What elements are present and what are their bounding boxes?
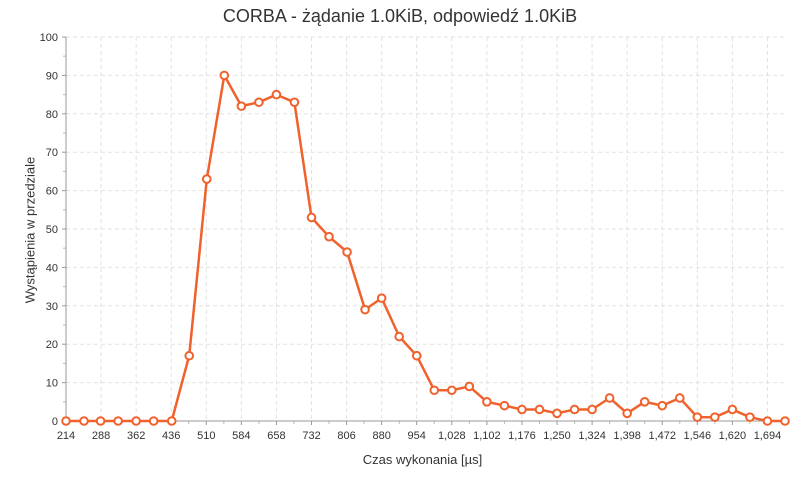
x-tick-label: 1,546 (684, 430, 712, 442)
x-tick-label: 1,694 (754, 430, 782, 442)
data-point (254, 97, 264, 108)
y-tick-label: 30 (46, 301, 58, 313)
y-tick-label: 50 (46, 224, 58, 236)
y-tick-label: 90 (46, 70, 58, 82)
data-point (61, 416, 71, 426)
data-point (95, 416, 106, 426)
x-tick-label: 584 (232, 430, 250, 442)
y-tick-label: 20 (46, 339, 58, 351)
data-point (236, 101, 247, 111)
data-point (727, 404, 738, 415)
data-point (604, 393, 615, 403)
series-line (64, 74, 787, 423)
data-point (745, 412, 755, 422)
data-point (447, 385, 457, 396)
x-tick-label: 880 (372, 430, 390, 442)
x-tick-label: 1,176 (508, 430, 536, 442)
y-tick-label: 60 (46, 186, 58, 198)
axes: 0 10 20 30 40 50 60 70 80 90 100 214 288 362 436 510 584… (40, 32, 786, 442)
x-tick-label: 362 (127, 430, 145, 442)
data-point (113, 416, 123, 426)
x-tick-label: 288 (92, 430, 110, 442)
x-tick-label: 1,028 (438, 430, 466, 442)
data-point (148, 416, 159, 426)
data-point (411, 350, 422, 361)
data-series (61, 70, 790, 426)
data-point (482, 397, 492, 407)
data-point (219, 70, 230, 81)
data-point (394, 331, 404, 342)
data-point (342, 247, 352, 257)
chart-title: CORBA - żądanie 1.0KiB, odpowiedź 1.0KiB (222, 6, 578, 26)
x-tick-label: 806 (337, 430, 355, 442)
data-point (306, 212, 317, 223)
data-point (324, 231, 334, 242)
data-point (289, 97, 300, 108)
data-point (569, 404, 580, 415)
data-point (639, 397, 650, 407)
x-tick-label: 1,398 (613, 430, 641, 442)
x-tick-label: 510 (197, 430, 215, 442)
y-tick-label: 100 (40, 32, 58, 44)
data-point (622, 408, 632, 419)
data-point (376, 293, 387, 303)
x-axis-label: Czas wykonania [µs] (362, 452, 483, 467)
data-point (271, 89, 282, 100)
data-point (429, 385, 440, 396)
y-tick-label: 10 (46, 378, 58, 390)
x-tick-label: 658 (267, 430, 285, 442)
y-tick-label: 70 (46, 147, 58, 159)
x-tick-label: 1,250 (543, 430, 571, 442)
x-tick-label: 1,472 (648, 430, 676, 442)
y-tick-label: 80 (46, 109, 58, 121)
data-point (534, 404, 545, 415)
data-point (499, 400, 510, 411)
x-tick-label: 214 (57, 430, 75, 442)
data-point (710, 412, 720, 422)
data-point (780, 416, 790, 426)
data-point (587, 404, 597, 415)
x-tick-label: 732 (302, 430, 320, 442)
y-tick-label: 40 (46, 262, 58, 274)
y-tick-label: 0 (52, 416, 58, 428)
x-tick-label: 436 (162, 430, 180, 442)
data-point (184, 350, 195, 361)
grid-lines (66, 36, 785, 421)
x-tick-label: 1,102 (473, 430, 501, 442)
x-tick-label: 954 (408, 430, 426, 442)
data-point (657, 400, 668, 411)
data-point (131, 416, 141, 426)
x-tick-label: 1,324 (578, 430, 606, 442)
data-point (201, 174, 212, 184)
data-point (517, 404, 527, 415)
data-point (692, 412, 703, 422)
data-point (762, 416, 773, 426)
x-tick-label: 1,620 (719, 430, 747, 442)
data-point (79, 416, 89, 426)
data-point (360, 304, 370, 315)
data-point (552, 408, 562, 419)
data-point (166, 416, 177, 426)
data-point (674, 393, 685, 403)
data-point (464, 381, 475, 392)
